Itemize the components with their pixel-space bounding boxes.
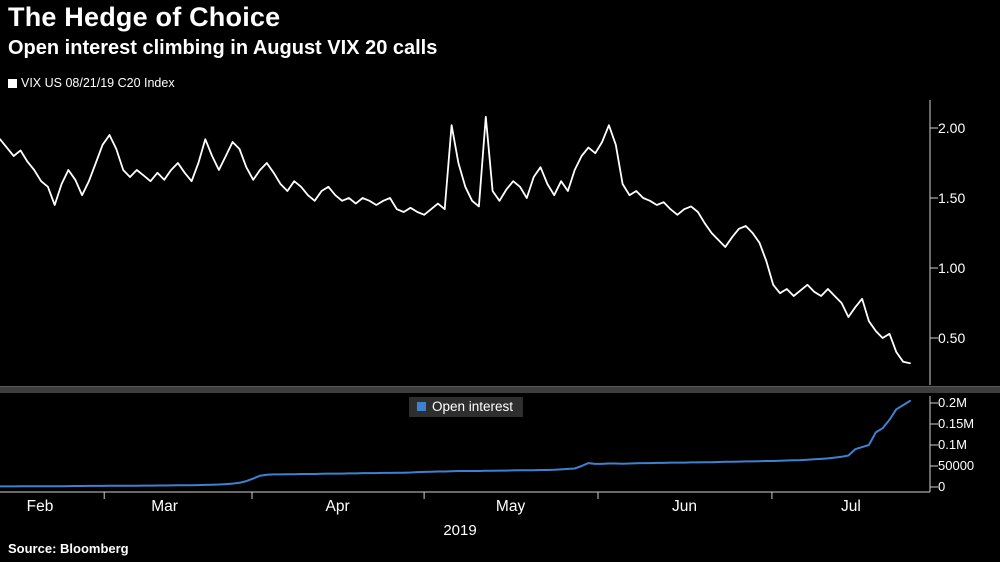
open-interest-y-axis-label: 50000 (938, 458, 975, 473)
page-subtitle: Open interest climbing in August VIX 20 … (8, 37, 438, 59)
open-interest-legend: Open interest (408, 397, 524, 417)
x-axis-year-label: 2019 (443, 522, 477, 539)
price-y-axis-label: 1.50 (938, 190, 966, 206)
price-line (0, 115, 911, 365)
page-title: The Hedge of Choice (8, 2, 281, 32)
open-interest-y-axis-label: 0.1M (938, 437, 967, 452)
open-interest-swatch-icon (416, 402, 426, 411)
price-y-axis-label: 0.50 (938, 330, 966, 346)
x-axis-month-label: Apr (325, 498, 350, 515)
x-axis-month-label: Jul (841, 498, 861, 515)
price-y-axis-label: 2.00 (938, 120, 966, 136)
open-interest-line (0, 399, 911, 488)
open-interest-y-axis-label: 0 (938, 479, 946, 494)
x-axis-month-label: Jun (671, 498, 697, 515)
panel-divider (0, 386, 1000, 393)
open-interest-legend-label: Open interest (431, 399, 514, 414)
price-y-axis-label: 1.00 (938, 260, 966, 276)
x-axis-month-label: Feb (26, 498, 54, 515)
x-axis-month-label: May (495, 498, 526, 515)
x-axis-month-label: Mar (151, 498, 178, 515)
source-note: Source: Bloomberg (8, 541, 129, 556)
price-series-swatch-icon (8, 78, 17, 88)
open-interest-y-axis-label: 0.2M (938, 395, 967, 410)
open-interest-y-axis-label: 0.15M (938, 416, 975, 431)
price-series-legend: VIX US 08/21/19 C20 Index (8, 76, 175, 90)
price-series-legend-label: VIX US 08/21/19 C20 Index (21, 76, 175, 90)
